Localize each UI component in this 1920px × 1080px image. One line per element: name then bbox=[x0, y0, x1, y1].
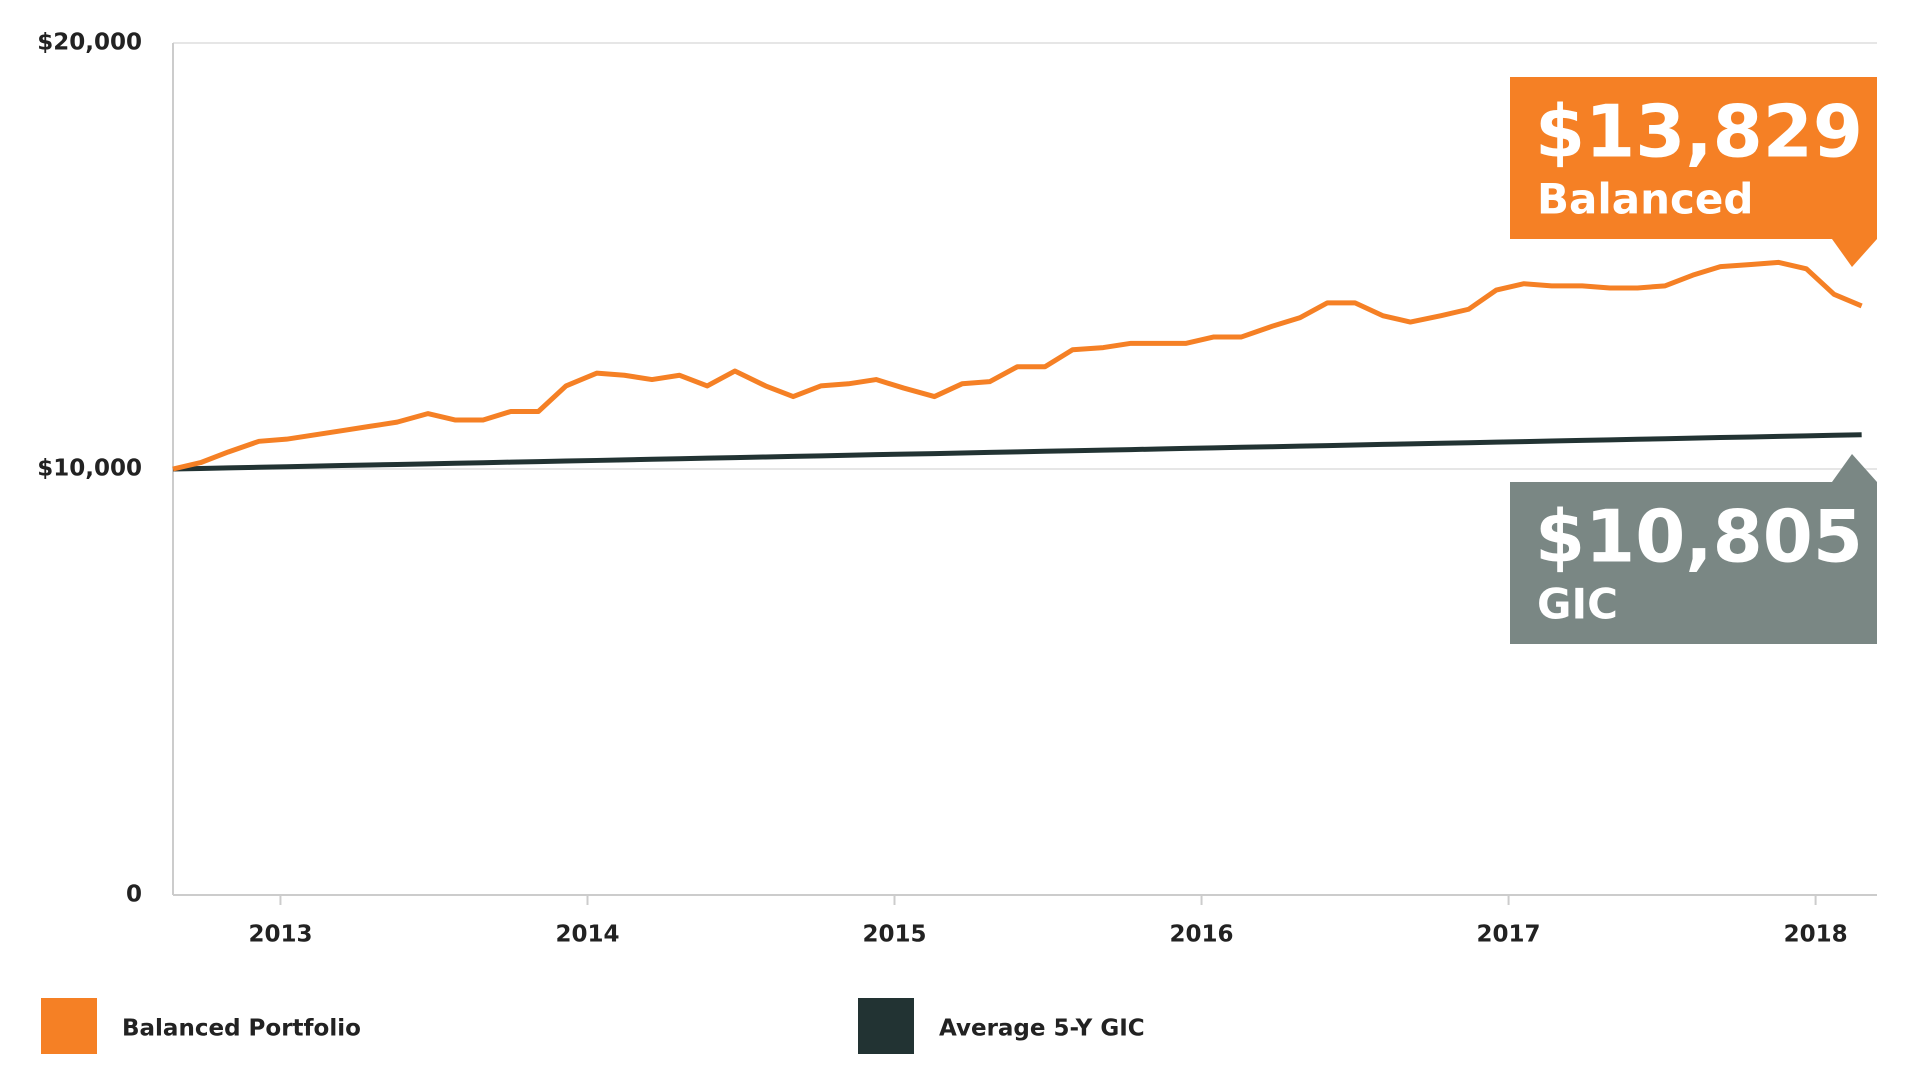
y-tick-label: 0 bbox=[126, 882, 142, 908]
x-tick-label: 2015 bbox=[863, 922, 927, 948]
callout-value: $13,829 bbox=[1535, 90, 1863, 174]
legend-swatch bbox=[41, 998, 97, 1054]
x-tick-label: 2016 bbox=[1170, 922, 1234, 948]
x-tick-label: 2014 bbox=[555, 922, 619, 948]
y-tick-label: $20,000 bbox=[37, 30, 142, 56]
callout-pointer bbox=[1832, 454, 1877, 482]
callout-box bbox=[1510, 77, 1877, 239]
x-tick-label: 2018 bbox=[1784, 922, 1848, 948]
series-line bbox=[172, 432, 1862, 472]
series-line bbox=[172, 259, 1863, 472]
callout-label: Balanced bbox=[1537, 175, 1753, 224]
x-tick-label: 2013 bbox=[248, 922, 312, 948]
x-tick-label: 2017 bbox=[1477, 922, 1541, 948]
legend-label: Average 5-Y GIC bbox=[939, 1016, 1145, 1042]
callout-box bbox=[1510, 482, 1877, 644]
y-tick-label: $10,000 bbox=[37, 456, 142, 482]
callout-label: GIC bbox=[1537, 580, 1618, 629]
legend-swatch bbox=[858, 998, 914, 1054]
callout-value: $10,805 bbox=[1535, 495, 1863, 579]
callout-pointer bbox=[1832, 239, 1877, 267]
legend-label: Balanced Portfolio bbox=[122, 1016, 361, 1042]
